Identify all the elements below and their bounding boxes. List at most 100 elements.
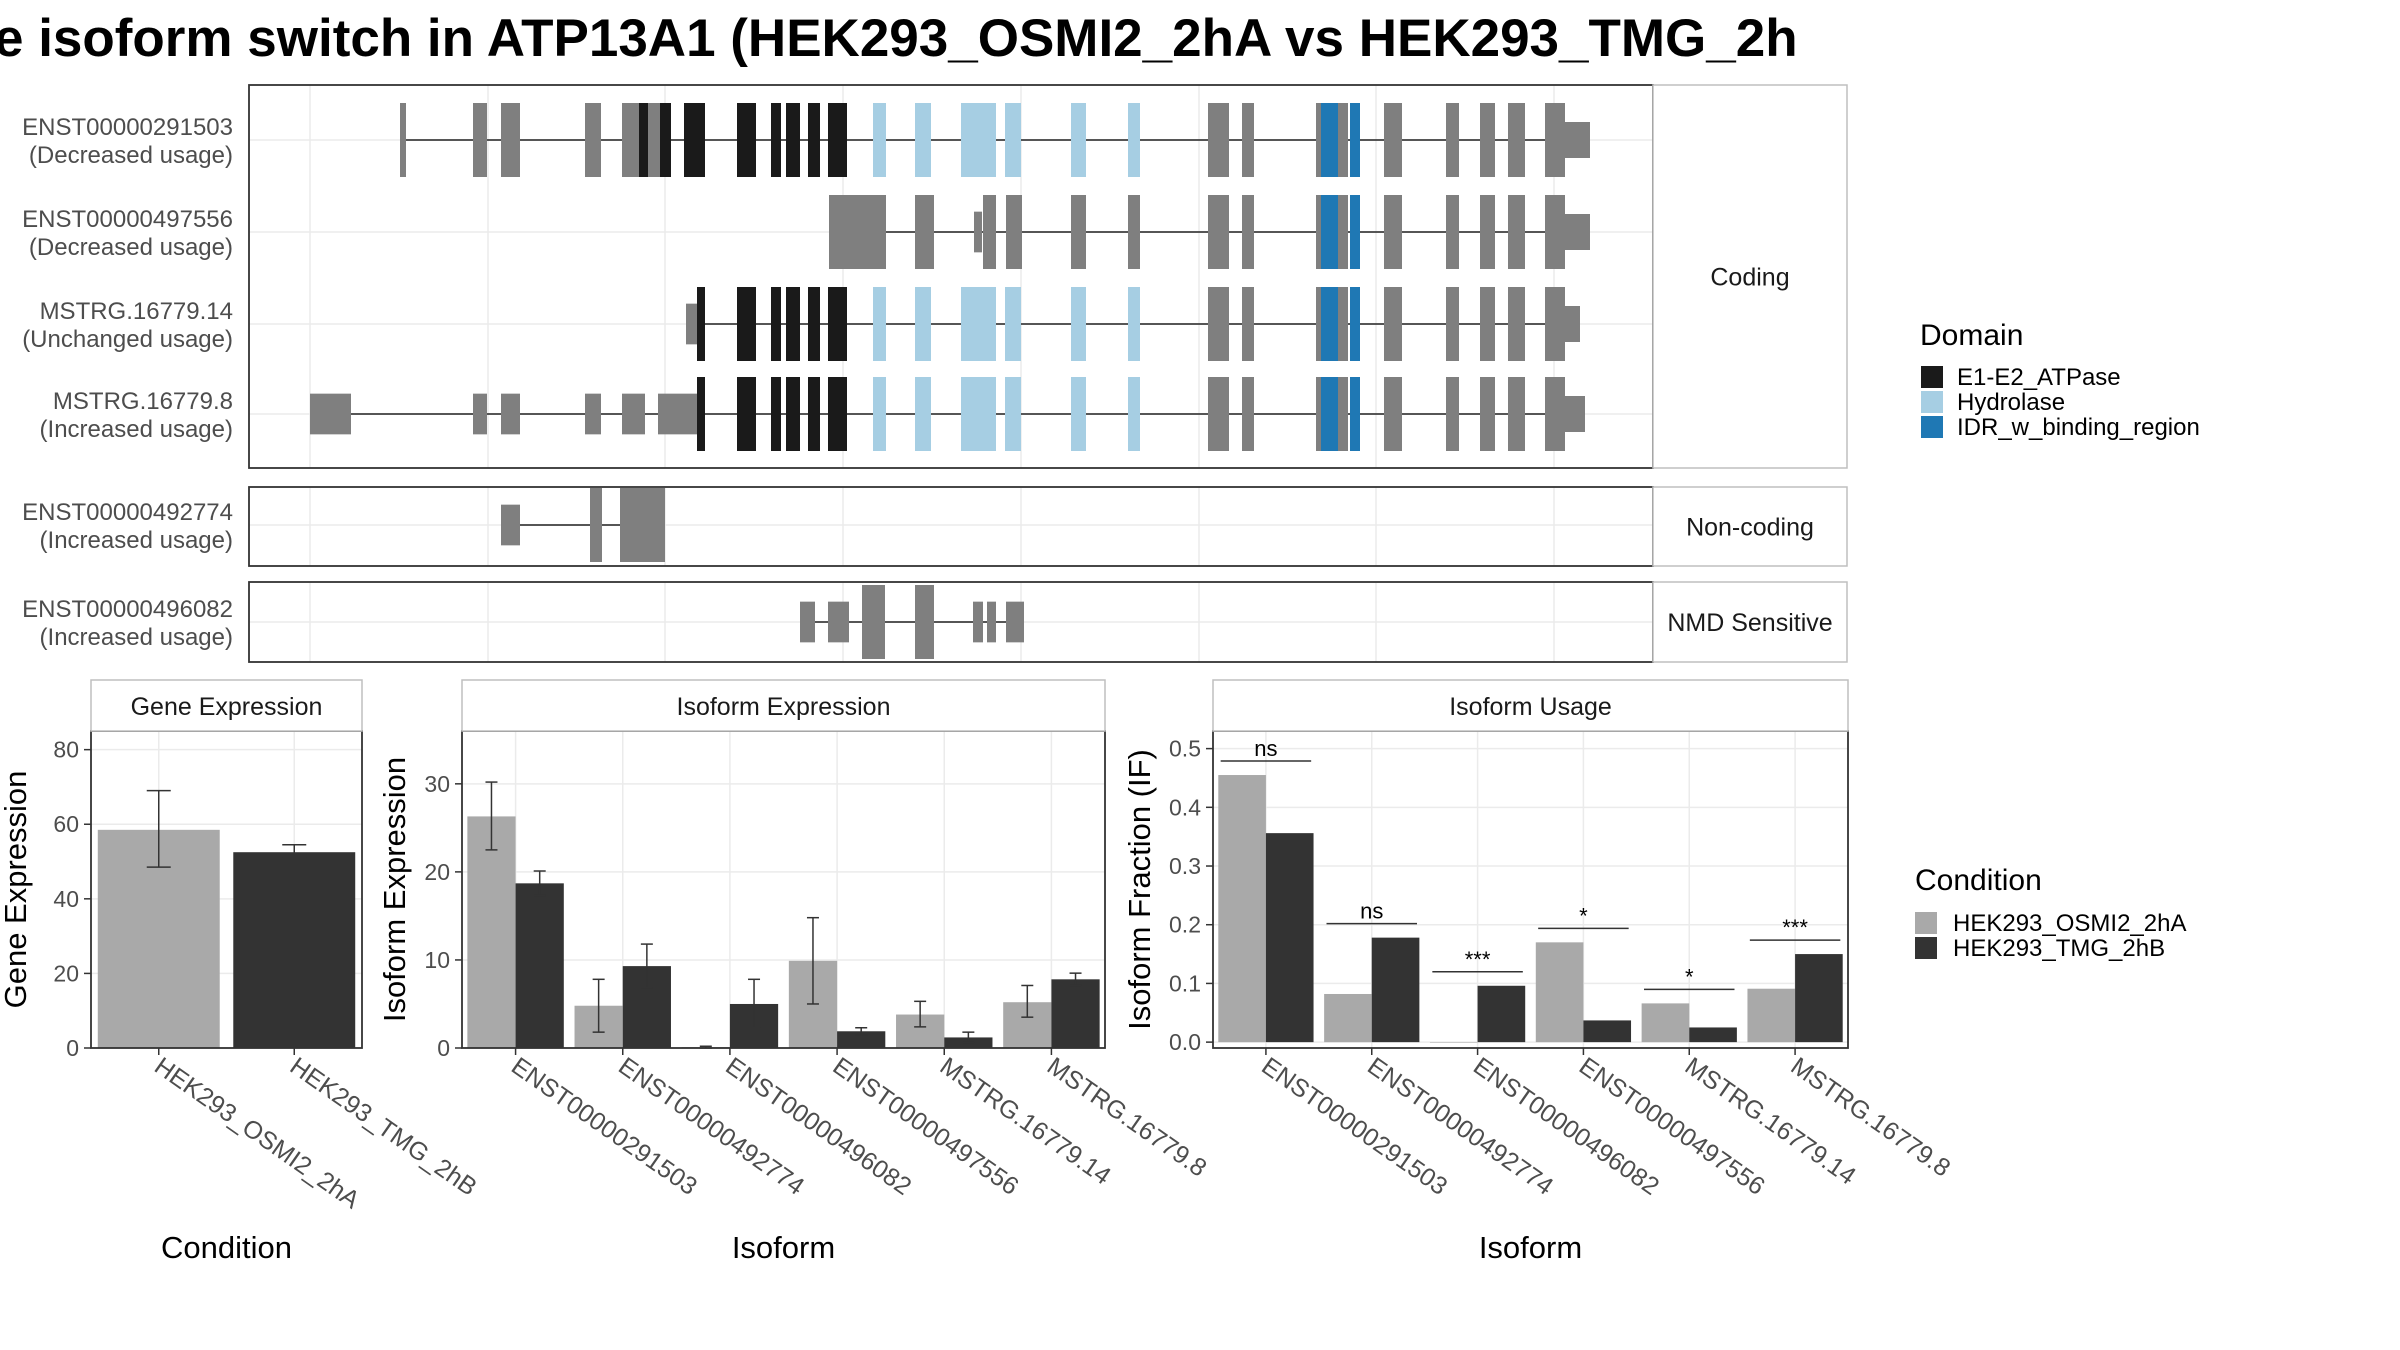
x-axis-title: Condition: [161, 1230, 292, 1265]
y-tick-label: 40: [53, 886, 79, 912]
utr-tail-4: [1565, 396, 1585, 432]
transcript-id-label: ENST00000492774: [22, 499, 233, 526]
transcript-usage-label: (Increased usage): [40, 527, 233, 554]
significance-label: ***: [1782, 915, 1808, 940]
x-tick-label: ENST00000496082: [1468, 1052, 1664, 1201]
panel-strip-title: Isoform Usage: [1449, 693, 1612, 721]
y-tick-label: 10: [424, 947, 450, 973]
domain-hydrolase-1-0: [873, 103, 886, 177]
exon-6-6: [1006, 601, 1024, 643]
exon-4-21: [1480, 377, 1495, 451]
y-tick-label: 0.4: [1169, 794, 1201, 820]
exon-4-4: [622, 393, 645, 435]
domain-e1e2-1-4: [771, 103, 781, 177]
exon-1-4: [622, 103, 639, 177]
y-axis-title: Gene Expression: [0, 771, 33, 1009]
domain-e1e2-3-1: [737, 287, 756, 361]
domain-e1e2-1-0: [639, 103, 648, 177]
transcript-usage-label: (Decreased usage): [29, 234, 233, 261]
significance-label: ns: [1360, 899, 1383, 924]
exon-6-4: [973, 601, 983, 643]
exon-4-1: [473, 393, 487, 435]
domain-hydrolase-1-2: [961, 103, 996, 177]
bar: [1371, 937, 1420, 1043]
domain-e1e2-3-2: [771, 287, 781, 361]
bar: [1747, 988, 1796, 1043]
exon-4-22: [1508, 377, 1525, 451]
domain-idr-3-1: [1350, 287, 1360, 361]
y-tick-label: 0: [437, 1035, 450, 1061]
domain-idr-4-0: [1321, 377, 1338, 451]
exon-3-0: [686, 303, 697, 345]
exon-1-21: [1480, 103, 1495, 177]
exon-2-3: [983, 195, 996, 269]
domain-hydrolase-3-5: [1128, 287, 1140, 361]
exon-2-13: [1508, 195, 1525, 269]
legend-condition-key: [1915, 912, 1937, 934]
domain-idr-2-0: [1321, 195, 1338, 269]
x-tick-label: ENST00000492774: [1362, 1052, 1558, 1201]
exon-6-3: [915, 585, 934, 659]
facet-strip: [1652, 581, 1848, 663]
domain-hydrolase-3-2: [961, 287, 996, 361]
exon-2-0: [829, 195, 886, 269]
domain-e1e2-3-0: [697, 287, 705, 361]
exon-5-2: [620, 488, 665, 562]
exon-2-10: [1384, 195, 1402, 269]
legend-domain-title: Domain: [1920, 319, 2023, 352]
domain-e1e2-4-2: [771, 377, 781, 451]
transcript-id-label: ENST00000496082: [22, 596, 233, 623]
exon-6-5: [987, 601, 996, 643]
facet-strip: [1652, 486, 1848, 567]
domain-hydrolase-4-3: [1005, 377, 1021, 451]
domain-hydrolase-3-0: [873, 287, 886, 361]
y-tick-label: 0.2: [1169, 912, 1201, 938]
domain-hydrolase-3-4: [1071, 287, 1086, 361]
exon-3-17: [1508, 287, 1525, 361]
domain-hydrolase-4-2: [961, 377, 996, 451]
domain-e1e2-4-1: [737, 377, 756, 451]
y-tick-label: 80: [53, 737, 79, 763]
significance-label: *: [1685, 964, 1694, 989]
bar: [1583, 1020, 1632, 1043]
legend-domain-key: [1921, 416, 1943, 438]
transcript-usage-label: (Increased usage): [40, 624, 233, 651]
exon-4-23: [1545, 377, 1565, 451]
y-axis-title: Isoform Expression: [377, 757, 412, 1022]
transcript-usage-label: (Unchanged usage): [22, 326, 233, 353]
x-tick-label: ENST00000291503: [506, 1052, 702, 1201]
domain-idr-2-1: [1350, 195, 1360, 269]
domain-idr-3-0: [1321, 287, 1338, 361]
exon-3-11: [1208, 287, 1229, 361]
y-tick-label: 30: [424, 771, 450, 797]
y-tick-label: 0: [66, 1035, 79, 1061]
transcript-id-label: MSTRG.16779.8: [53, 388, 233, 415]
exon-6-0: [800, 601, 815, 643]
bar: [1324, 993, 1372, 1043]
facet-strip-label: NMD Sensitive: [1667, 609, 1832, 637]
domain-hydrolase-3-1: [915, 287, 931, 361]
exon-3-16: [1480, 287, 1495, 361]
exon-1-23: [1545, 103, 1565, 177]
exon-2-1: [915, 195, 934, 269]
x-tick-label: ENST00000497556: [1574, 1052, 1770, 1201]
facet-strip-label: Coding: [1710, 264, 1789, 292]
bar: [1689, 1027, 1737, 1043]
exon-2-8: [1242, 195, 1254, 269]
utr-tail-2: [1565, 214, 1590, 250]
legend-domain-label: Hydrolase: [1957, 389, 2065, 416]
x-tick-label: ENST00000496082: [720, 1052, 916, 1201]
exon-2-5: [1071, 195, 1086, 269]
exon-4-3: [585, 393, 601, 435]
x-tick-label: MSTRG.16779.14: [1680, 1052, 1861, 1191]
bar: [1641, 1003, 1690, 1043]
panel-strip: [461, 679, 1106, 732]
exon-4-0: [310, 393, 351, 435]
exon-1-2: [501, 103, 520, 177]
exon-5-1: [590, 488, 602, 562]
y-tick-label: 0.5: [1169, 736, 1201, 762]
exon-2-11: [1446, 195, 1459, 269]
x-tick-label: ENST00000492774: [613, 1052, 809, 1201]
structure-panel-bg: [249, 85, 1653, 468]
exon-3-15: [1446, 287, 1459, 361]
